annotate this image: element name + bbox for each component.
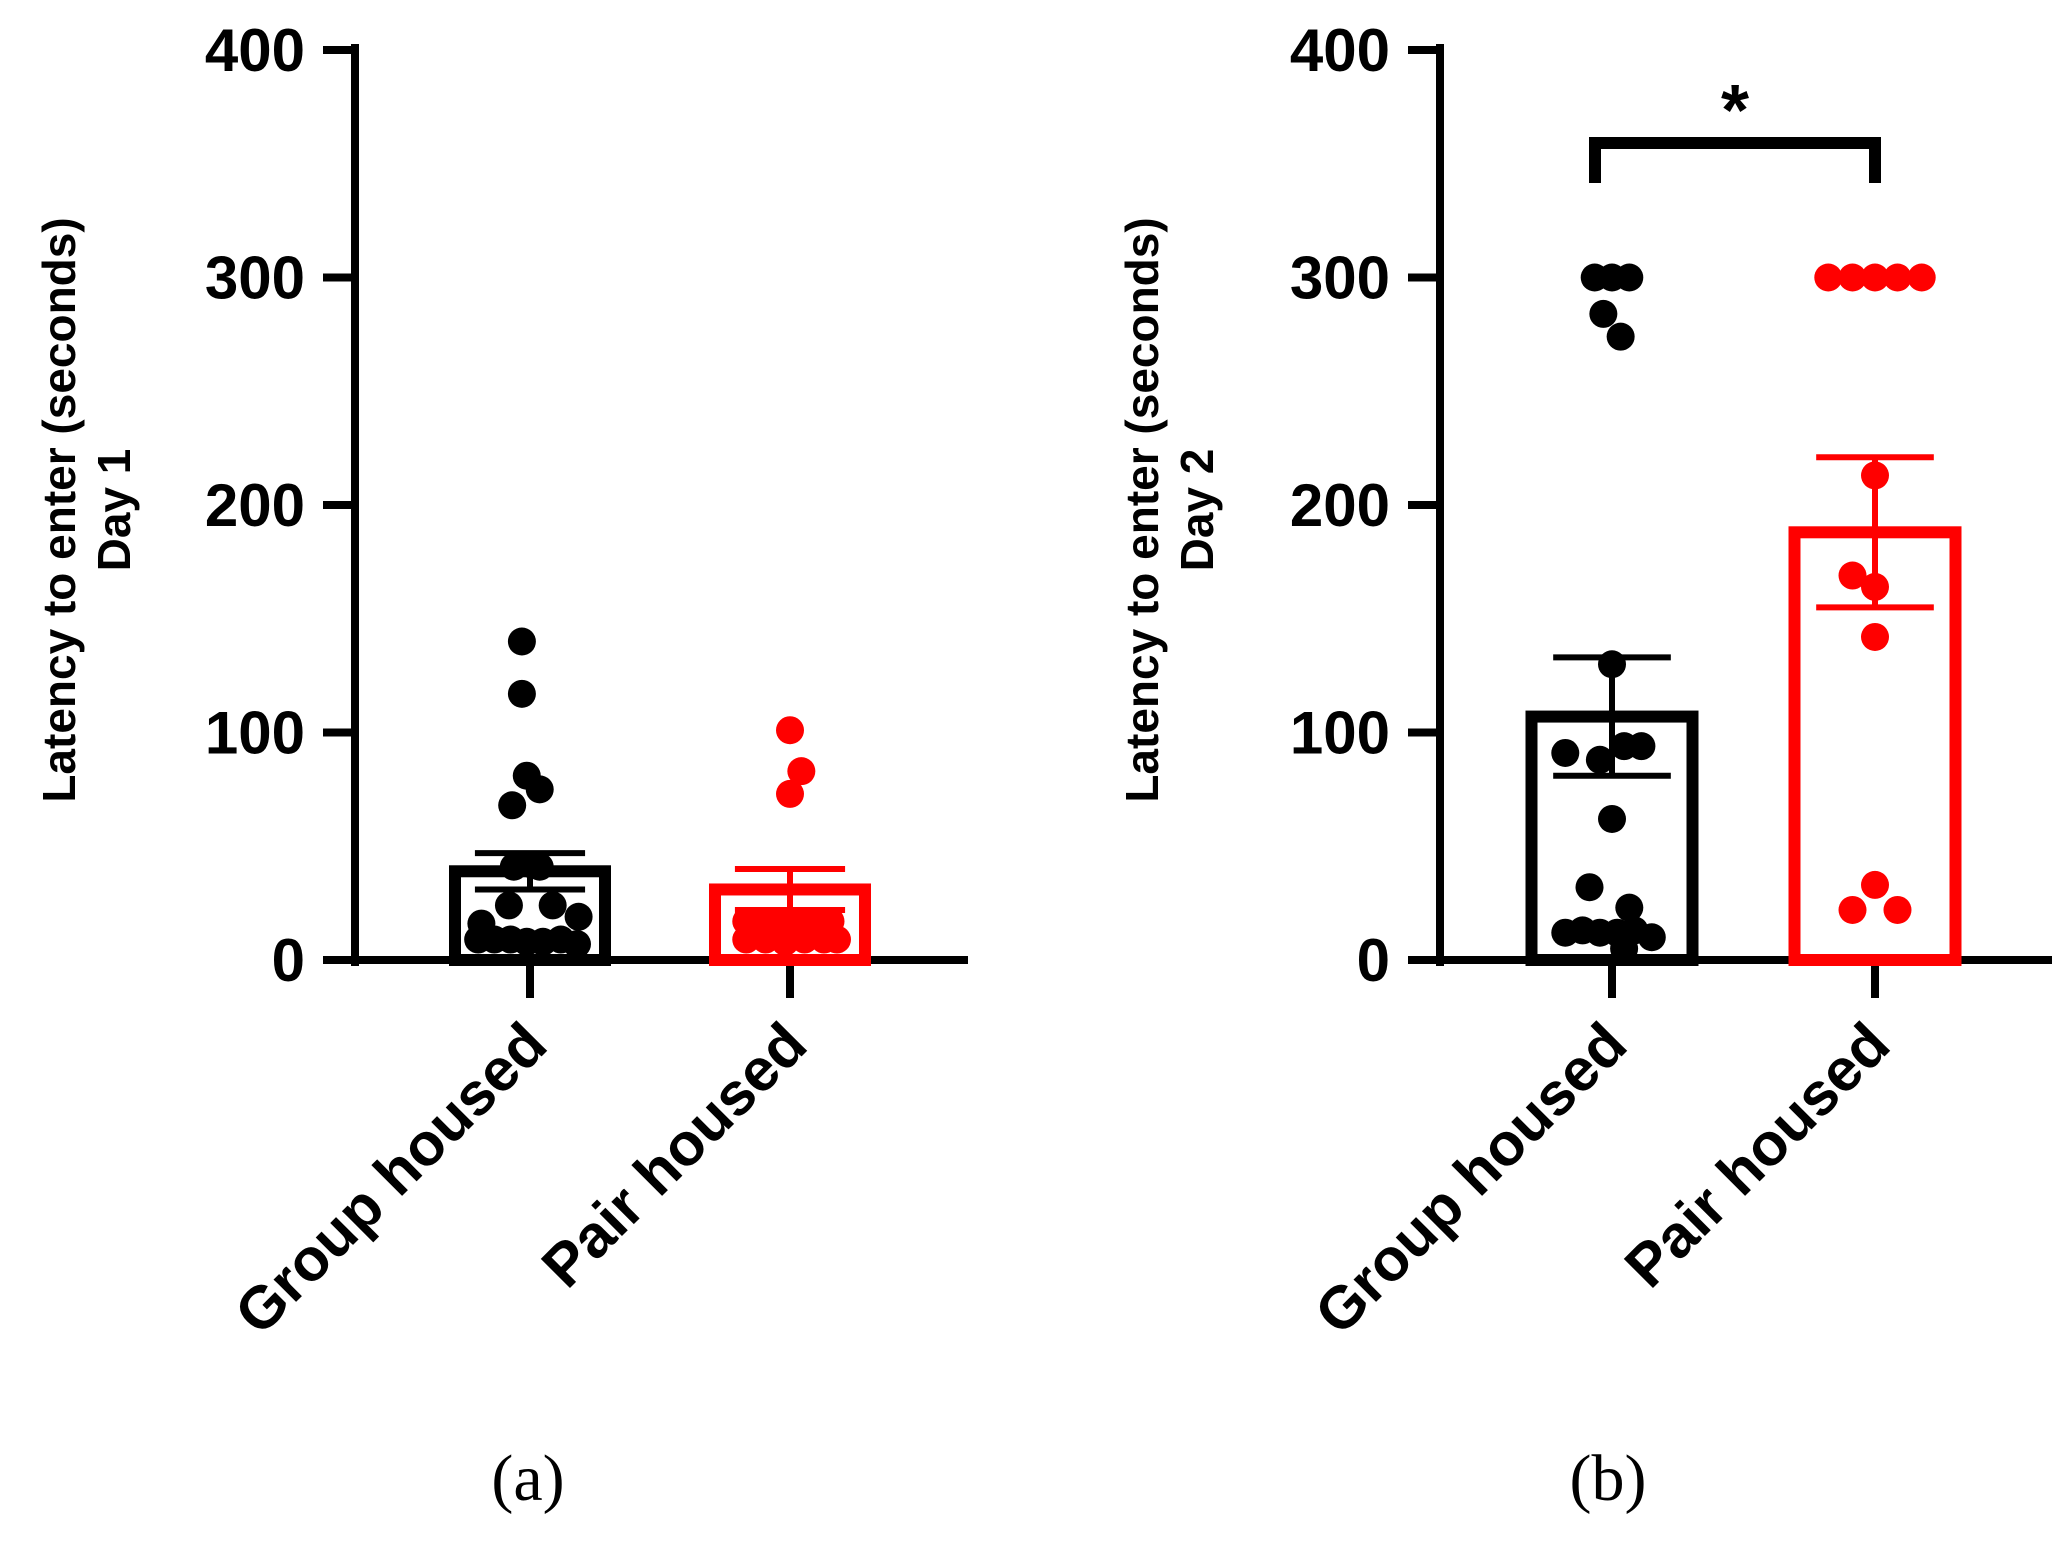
data-point-pair-housed <box>1883 263 1912 292</box>
data-point-pair-housed <box>1907 263 1936 292</box>
axes: 0 100 200 300 400 <box>1290 17 2052 998</box>
data-point-pair-housed <box>1861 461 1889 490</box>
data-point-pair-housed <box>790 925 819 954</box>
data-point-group-housed <box>538 891 567 920</box>
data-point-group-housed <box>1598 650 1626 679</box>
data-point-group-housed <box>1637 923 1666 952</box>
significance-bracket-line <box>1589 137 1881 183</box>
y-axis-label: Latency to enter (seconds) Day 1 <box>33 217 140 802</box>
data-point-pair-housed <box>1838 263 1867 292</box>
data-point-group-housed <box>517 850 546 879</box>
data-point-group-housed <box>1589 299 1618 328</box>
y-tick-label: 100 <box>1290 700 1390 767</box>
y-axis-label-line1: Latency to enter (seconds) <box>1116 217 1168 802</box>
data-point-pair-housed <box>776 779 804 808</box>
y-tick-label: 0 <box>272 927 305 994</box>
data-point-pair-housed <box>776 716 804 745</box>
category-label-pair-housed: Pair housed <box>1612 1010 1902 1300</box>
category-labels: Group housed Pair housed <box>1302 1010 1902 1347</box>
panel-label: (a) <box>491 1442 564 1515</box>
y-tick-label: 0 <box>1357 927 1390 994</box>
data-point-group-housed <box>494 891 523 920</box>
data-point-group-housed <box>562 930 591 959</box>
data-point-pair-housed <box>1814 263 1843 292</box>
data-point-group-housed <box>1615 893 1644 922</box>
y-tick-label: 300 <box>205 245 305 312</box>
category-label-group-housed: Group housed <box>1302 1010 1639 1347</box>
data-point-group-housed <box>1598 804 1626 833</box>
data-point-pair-housed <box>1883 895 1912 924</box>
y-axis-label-line1: Latency to enter (seconds) <box>33 217 85 802</box>
category-label-pair-housed: Pair housed <box>529 1010 819 1300</box>
y-axis-label-line2: Day 2 <box>1171 449 1223 572</box>
data-point-pair-housed <box>822 925 851 954</box>
y-axis-label-line2: Day 1 <box>88 449 140 572</box>
data-point-pair-housed <box>1861 263 1889 292</box>
y-tick-label: 200 <box>1290 472 1390 539</box>
data-point-group-housed <box>564 902 593 931</box>
panel-label: (b) <box>1570 1442 1647 1515</box>
significance-bracket: * <box>1589 71 1881 183</box>
data-points <box>464 627 851 959</box>
data-points <box>1551 263 1936 963</box>
data-point-group-housed <box>1610 934 1639 963</box>
data-point-pair-housed <box>732 925 761 954</box>
data-point-group-housed <box>507 627 536 656</box>
y-axis-label: Latency to enter (seconds) Day 2 <box>1116 217 1223 802</box>
category-labels: Group housed Pair housed <box>222 1010 819 1347</box>
y-tick-label: 200 <box>205 472 305 539</box>
data-point-pair-housed <box>1861 870 1889 899</box>
data-point-pair-housed <box>1838 561 1867 590</box>
y-tick-label: 300 <box>1290 245 1390 312</box>
y-tick-label: 100 <box>205 700 305 767</box>
data-point-pair-housed <box>1861 622 1889 651</box>
data-point-group-housed <box>498 791 527 820</box>
y-tick-label: 400 <box>205 17 305 84</box>
data-point-group-housed <box>525 775 554 804</box>
data-point-pair-housed <box>1861 572 1889 601</box>
panel-b: Latency to enter (seconds) Day 2 0 100 200… <box>1116 17 2052 1515</box>
data-point-pair-housed <box>787 757 816 786</box>
data-point-group-housed <box>1585 745 1614 774</box>
data-point-group-housed <box>507 679 536 708</box>
panel-a: Latency to enter (seconds) Day 1 0 100 200… <box>33 17 968 1515</box>
data-point-pair-housed <box>1838 895 1867 924</box>
data-point-group-housed <box>1615 263 1644 292</box>
category-label-group-housed: Group housed <box>222 1010 559 1347</box>
y-tick-label: 400 <box>1290 17 1390 84</box>
axes: 0 100 200 300 400 <box>205 17 968 998</box>
significance-asterisk: * <box>1721 71 1749 151</box>
data-point-group-housed <box>1551 738 1580 767</box>
data-point-group-housed <box>1575 873 1604 902</box>
data-point-group-housed <box>1606 322 1635 351</box>
data-point-group-housed <box>1627 732 1656 761</box>
